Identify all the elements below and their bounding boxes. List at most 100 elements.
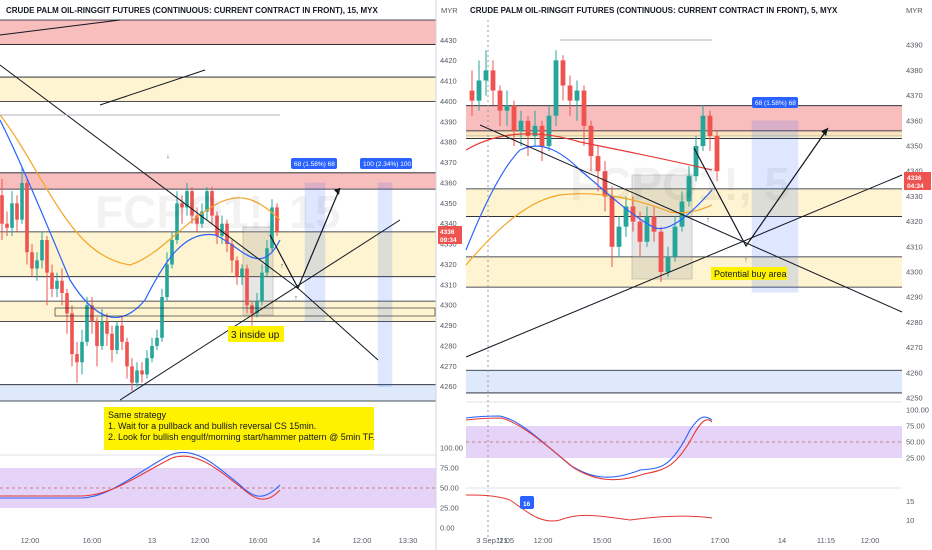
left-candle-body-26 — [130, 366, 134, 383]
right-osc-tick-0: 100.00 — [906, 406, 929, 415]
left-candle-body-49 — [245, 268, 249, 306]
right-x-tick-4: 16:00 — [653, 536, 672, 545]
right-candle-body-13 — [560, 60, 566, 86]
strategy-note-box — [104, 407, 374, 450]
left-candle-body-8 — [40, 240, 44, 261]
left-y-tick-17: 4260 — [440, 382, 457, 391]
right-sub-tick-0: 15 — [906, 497, 914, 506]
left-candle-body-1 — [5, 223, 9, 228]
right-candle-body-33 — [700, 115, 706, 146]
left-downtrend-line — [0, 64, 301, 291]
left-ma-fast — [0, 119, 281, 318]
left-candle-body-52 — [260, 272, 264, 302]
three-inside-up-box — [228, 326, 284, 342]
right-downtrend-line — [479, 124, 903, 313]
left-y-tick-10: 4330 — [440, 240, 457, 249]
left-candle-body-20 — [100, 321, 104, 346]
left-x-tick-1: 16:00 — [83, 536, 102, 545]
left-x-tick-0: 12:00 — [21, 536, 40, 545]
left-candle-body-55 — [275, 207, 279, 232]
right-axis-currency-label: MYR — [906, 6, 923, 15]
left-upper-line — [99, 69, 206, 106]
right-stoch-d — [465, 417, 713, 481]
right-sub-tick-1: 10 — [906, 516, 914, 525]
left-measure-label-68: 68 (1.58%) 68 — [294, 161, 335, 168]
left-uptrend-line — [119, 219, 401, 401]
right-candle-body-2 — [483, 70, 489, 81]
right-currency-label: MYR — [441, 6, 458, 15]
right-candle-body-18 — [595, 156, 601, 172]
left-candle-body-32 — [160, 297, 164, 338]
strategy-note-line-3: 2. Look for bullish engulf/morning start… — [108, 432, 375, 442]
left-osc-tick-3: 25.00 — [440, 504, 459, 513]
left-x-tick-2: 13 — [148, 536, 156, 545]
left-candle-body-40 — [200, 211, 204, 224]
left-candle-body-34 — [170, 240, 174, 265]
left-price-tag-time: 09:34 — [440, 237, 457, 244]
left-candle-body-15 — [75, 354, 79, 363]
right-x-tick-5: 17:00 — [711, 536, 730, 545]
right-osc-tick-1: 75.00 — [906, 422, 925, 431]
left-projection-path — [269, 187, 341, 290]
right-candle-body-26 — [651, 216, 657, 232]
left-candle-body-14 — [70, 313, 74, 355]
left-zone-5 — [0, 384, 436, 401]
right-y-tick-11: 4280 — [906, 318, 923, 327]
left-price-tag-bg — [438, 226, 462, 244]
left-candle-body-23 — [115, 325, 119, 351]
left-candle-body-22 — [110, 333, 114, 351]
right-candle-body-20 — [609, 196, 615, 247]
left-measure-label-100-bg — [360, 158, 412, 169]
left-y-tick-16: 4270 — [440, 362, 457, 371]
left-buy-arrow-icon-1: ↑ — [280, 261, 284, 270]
left-candle-body-54 — [270, 207, 274, 249]
right-candle-body-7 — [518, 120, 524, 131]
right-zone-1 — [466, 130, 902, 139]
right-x-tick-6: 14 — [778, 536, 786, 545]
left-osc-tick-4: 0.00 — [440, 524, 455, 533]
left-y-tick-12: 4310 — [440, 280, 457, 289]
right-candle-body-17 — [588, 125, 594, 157]
left-candle-body-43 — [215, 215, 219, 236]
strategy-note-line-2: 1. Wait for a pullback and bullish rever… — [108, 421, 316, 431]
right-y-tick-12: 4270 — [906, 343, 923, 352]
left-measure-box-100 — [377, 182, 393, 388]
left-candle-body-53 — [265, 248, 269, 273]
left-candle-body-39 — [195, 215, 199, 224]
left-candle-body-6 — [30, 252, 34, 269]
right-watermark: FCPO1!, 5 — [570, 158, 790, 210]
right-stoch-k — [465, 415, 713, 478]
right-x-tick-8: 12:00 — [861, 536, 880, 545]
left-y-tick-6: 4370 — [440, 158, 457, 167]
left-candle-body-47 — [235, 260, 239, 277]
right-candle-body-27 — [658, 231, 664, 272]
left-candle-body-7 — [35, 260, 39, 269]
left-y-tick-15: 4280 — [440, 341, 457, 350]
right-osc-tick-2: 50.00 — [906, 438, 925, 447]
left-candle-body-38 — [190, 191, 194, 216]
left-candle-body-37 — [185, 191, 189, 208]
left-drop-line — [299, 289, 379, 361]
left-candle-body-21 — [105, 321, 109, 334]
right-candle-body-28 — [665, 256, 671, 272]
potential-buy-box — [711, 267, 787, 280]
right-candle-body-11 — [546, 115, 552, 146]
left-candle-body-0 — [0, 195, 4, 224]
right-candle-body-19 — [602, 171, 608, 197]
right-measure-label-68-bg — [752, 97, 798, 108]
right-y-tick-0: 4390 — [906, 41, 923, 50]
left-support-box — [54, 307, 436, 317]
right-candle-body-22 — [623, 206, 629, 227]
right-candle-body-1 — [476, 80, 482, 101]
right-candle-body-21 — [616, 226, 622, 247]
left-candle-body-4 — [20, 182, 24, 220]
right-buy-arrow-icon-2: ↑ — [744, 255, 748, 264]
right-candle-body-9 — [532, 125, 538, 136]
left-y-tick-1: 4420 — [440, 56, 457, 65]
left-candle-body-2 — [10, 203, 14, 228]
left-measure-label-100: 100 (2.34%) 100 — [363, 161, 411, 168]
left-candle-body-13 — [65, 292, 69, 314]
right-candle-body-12 — [553, 60, 559, 116]
left-x-tick-3: 12:00 — [191, 536, 210, 545]
right-candle-body-25 — [644, 216, 650, 242]
